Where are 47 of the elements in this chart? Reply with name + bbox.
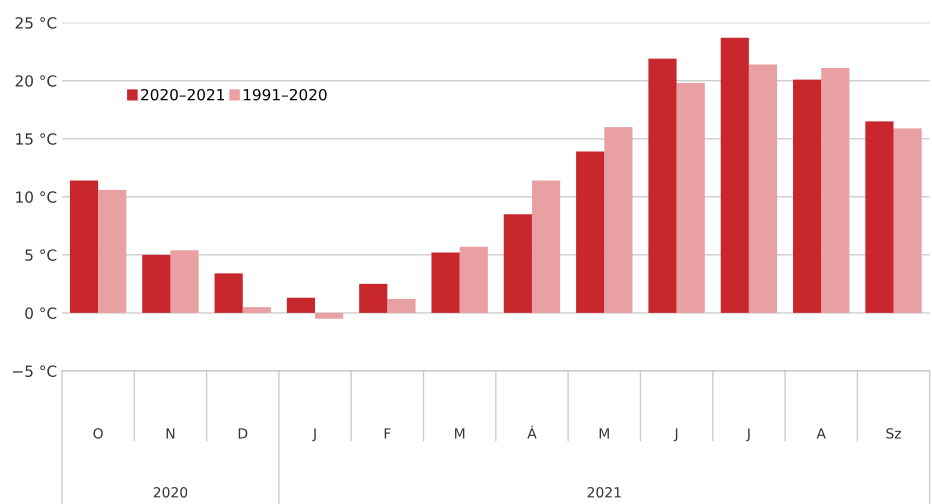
legend-label: 2020–2021 [141,88,224,100]
x-tick-label: J [674,428,678,442]
bar [821,68,850,313]
x-tick-label: J [746,428,750,442]
bar [142,254,170,313]
x-tick-label: M [600,428,609,438]
bar [676,83,705,313]
bar [504,214,532,313]
bar [315,312,344,319]
x-tick-label: D [238,428,248,438]
y-tick-label: −5 °C [13,365,56,377]
y-tick-label: 10 °C [16,191,56,203]
y-tick-label: 15 °C [16,133,56,145]
text: 2021 [588,487,621,498]
bar [648,58,677,313]
legend-label: 1991–2020 [244,88,327,100]
x-tick-label: J [312,428,316,442]
bar [359,284,388,313]
bar [242,307,271,313]
x-tick-label: N [166,428,174,438]
bar [865,121,894,313]
bar [894,128,922,313]
bar [431,252,460,313]
x-tick-label: Sz [886,428,901,439]
bar [170,250,199,313]
bar [214,273,243,313]
bar [748,64,778,313]
bar [70,180,98,313]
x-tick-label: O [93,428,103,439]
bar [793,80,822,313]
text: 2020 [154,487,188,498]
y-tick-label: 0 °C [25,307,56,319]
y-tick-label: 5 °C [25,249,56,261]
bar [720,38,749,313]
bar [576,152,604,313]
x-tick-label: Á [527,426,537,438]
y-tick-label: 25 °C [16,17,56,29]
bar [286,298,316,313]
y-tick-label: 20 °C [16,75,56,87]
bar [387,298,416,313]
x-tick-label: A [816,428,826,438]
bar [98,190,126,313]
bar [532,180,560,313]
x-tick-label: F [384,428,391,438]
bar [460,246,488,313]
bar [604,127,632,313]
x-tick-label: M [455,428,464,438]
